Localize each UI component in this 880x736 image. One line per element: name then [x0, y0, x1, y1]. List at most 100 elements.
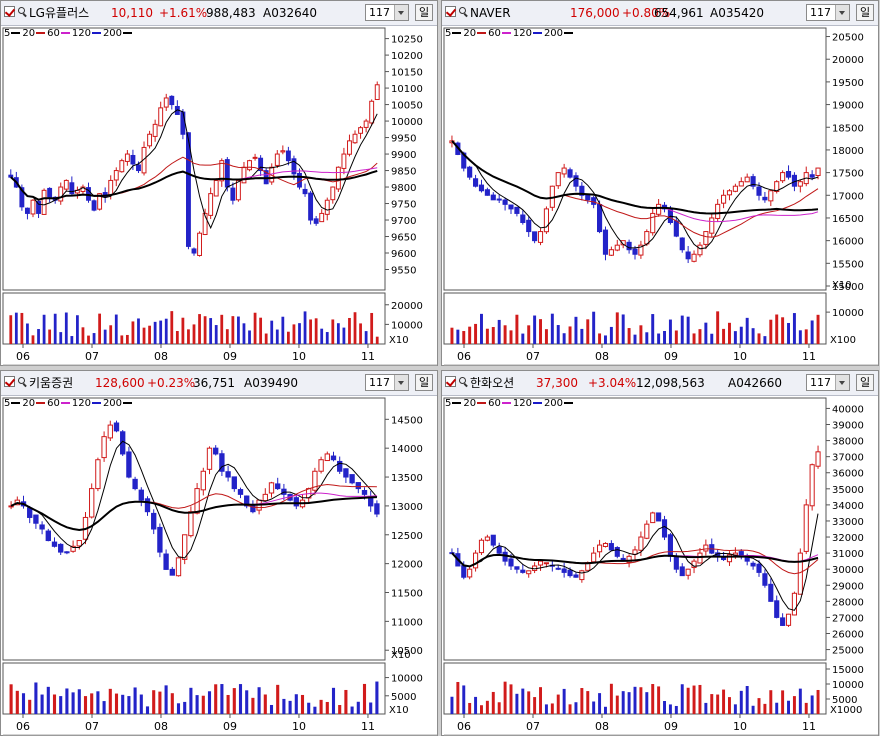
- volume-bar: [87, 335, 90, 344]
- chart-header: 한화오션 37,300 +3.04% 12,098,563 A042660 117 일: [442, 371, 878, 396]
- volume-bar: [214, 684, 218, 714]
- legend-label: 120: [512, 398, 532, 409]
- chevron-down-icon[interactable]: [835, 375, 849, 390]
- stock-name[interactable]: 키움증권: [29, 376, 74, 390]
- chart-checkbox[interactable]: [445, 376, 456, 387]
- volume-bar: [359, 323, 362, 344]
- stock-name[interactable]: NAVER: [470, 6, 511, 20]
- volume-bar: [757, 698, 761, 714]
- candle-body: [231, 476, 237, 490]
- chart-panel-1[interactable]: LG유플러스 10,110 +1.61% 988,483 A032640 117 일 5 20 6…: [0, 0, 438, 366]
- chart-checkbox[interactable]: [4, 376, 15, 387]
- period-select[interactable]: 117: [365, 4, 409, 21]
- volume-bar: [763, 703, 767, 714]
- volume-bar: [521, 688, 525, 714]
- candle-body: [225, 471, 231, 478]
- chevron-down-icon[interactable]: [835, 5, 849, 20]
- period-unit-button[interactable]: 일: [856, 374, 874, 391]
- period-select[interactable]: 117: [806, 374, 850, 391]
- price-tick-label: 9800: [391, 183, 416, 194]
- chart-panel-2[interactable]: NAVER 176,000 +0.80% 654,961 A035420 117 일 5 20 6…: [441, 0, 879, 366]
- volume-bar: [53, 313, 57, 344]
- price-chart[interactable]: 1025010200101501010010050100009950990098…: [1, 26, 437, 366]
- candle-body: [762, 573, 768, 586]
- volume-bar: [288, 700, 292, 714]
- ma5-line: [451, 513, 819, 611]
- legend-label: 5: [4, 398, 11, 409]
- stock-name[interactable]: 한화오션: [470, 376, 515, 390]
- price-tick-label: 15500: [832, 259, 864, 270]
- candle-body: [768, 583, 774, 602]
- candle-body: [484, 536, 490, 541]
- volume-bar: [497, 702, 501, 714]
- legend-label: 5: [445, 28, 452, 39]
- x-tick-label: 08: [595, 720, 609, 733]
- volume-bar: [14, 312, 18, 344]
- price-chart[interactable]: 20500 20000 19500 19000 18500 18000 17500 17000…: [442, 26, 878, 366]
- search-icon[interactable]: [459, 377, 466, 384]
- chart-panel-4[interactable]: 한화오션 37,300 +3.04% 12,098,563 A042660 117 일 5 20…: [441, 370, 879, 736]
- search-icon[interactable]: [18, 377, 25, 384]
- period-unit-button[interactable]: 일: [415, 374, 433, 391]
- chart-panel-3[interactable]: 키움증권 128,600 +0.23% 36,751 A039490 117 일 5 20 60 1…: [0, 370, 438, 736]
- candle-body: [182, 534, 188, 560]
- volume-bar: [745, 317, 749, 344]
- candle-body: [537, 231, 544, 243]
- volume-bar: [533, 315, 537, 344]
- volume-bar: [142, 327, 146, 344]
- candle-body: [520, 569, 526, 573]
- candle-body: [302, 188, 308, 195]
- period-unit-button[interactable]: 일: [856, 4, 874, 21]
- volume-bar: [70, 336, 74, 344]
- volume-bar: [164, 318, 168, 344]
- volume-bar: [710, 333, 714, 344]
- volume-bar: [369, 702, 373, 714]
- chevron-down-icon[interactable]: [394, 5, 408, 20]
- volume-bar: [621, 314, 625, 344]
- stock-name[interactable]: LG유플러스: [29, 6, 90, 20]
- legend-swatch: [452, 32, 462, 34]
- volume-bar: [300, 694, 305, 714]
- search-icon[interactable]: [459, 7, 466, 14]
- price-chart[interactable]: 40000 39000 38000 37000 36000 35000 34000 33000…: [442, 396, 878, 736]
- volume-bar: [639, 325, 643, 344]
- candle-body: [152, 123, 158, 137]
- volume-bar: [751, 705, 755, 714]
- volume-bar: [751, 328, 755, 344]
- candle-body: [632, 248, 638, 255]
- legend-label: 120: [71, 398, 91, 409]
- candle-body: [275, 483, 281, 490]
- volume-bar: [816, 314, 820, 344]
- ma-legend: 5 20 60 120 200: [445, 28, 575, 40]
- candle-body: [347, 140, 352, 155]
- period-unit-button[interactable]: 일: [415, 4, 433, 21]
- volume-bar: [375, 336, 379, 344]
- volume-bar: [503, 681, 507, 714]
- volume-bar: [102, 701, 106, 714]
- candle-body: [69, 182, 75, 195]
- candle-body: [119, 160, 125, 173]
- candle-body: [774, 181, 780, 192]
- candle-body: [241, 166, 247, 184]
- volume-bar: [245, 690, 249, 714]
- volume-bar: [509, 684, 513, 714]
- chart-checkbox[interactable]: [445, 6, 456, 17]
- candle-body: [780, 172, 786, 182]
- x-tick-label: 08: [154, 720, 168, 733]
- period-select[interactable]: 117: [806, 4, 850, 21]
- chevron-down-icon[interactable]: [394, 375, 408, 390]
- stock-code: A039490: [244, 376, 299, 390]
- x-tick-label: 07: [85, 350, 99, 363]
- candle-body: [467, 166, 473, 178]
- chart-checkbox[interactable]: [4, 6, 15, 17]
- volume-bar: [544, 329, 548, 344]
- candle-body: [343, 468, 349, 478]
- candle-body: [180, 111, 186, 135]
- x-tick-label: 06: [16, 350, 30, 363]
- price-plot-frame: [443, 27, 827, 291]
- price-chart[interactable]: 14500 14000 13500 13000 12500 12000 11500 11000…: [1, 396, 437, 736]
- volume-bar: [698, 684, 702, 714]
- candle-body: [349, 474, 355, 484]
- search-icon[interactable]: [18, 7, 25, 14]
- period-select[interactable]: 117: [365, 374, 409, 391]
